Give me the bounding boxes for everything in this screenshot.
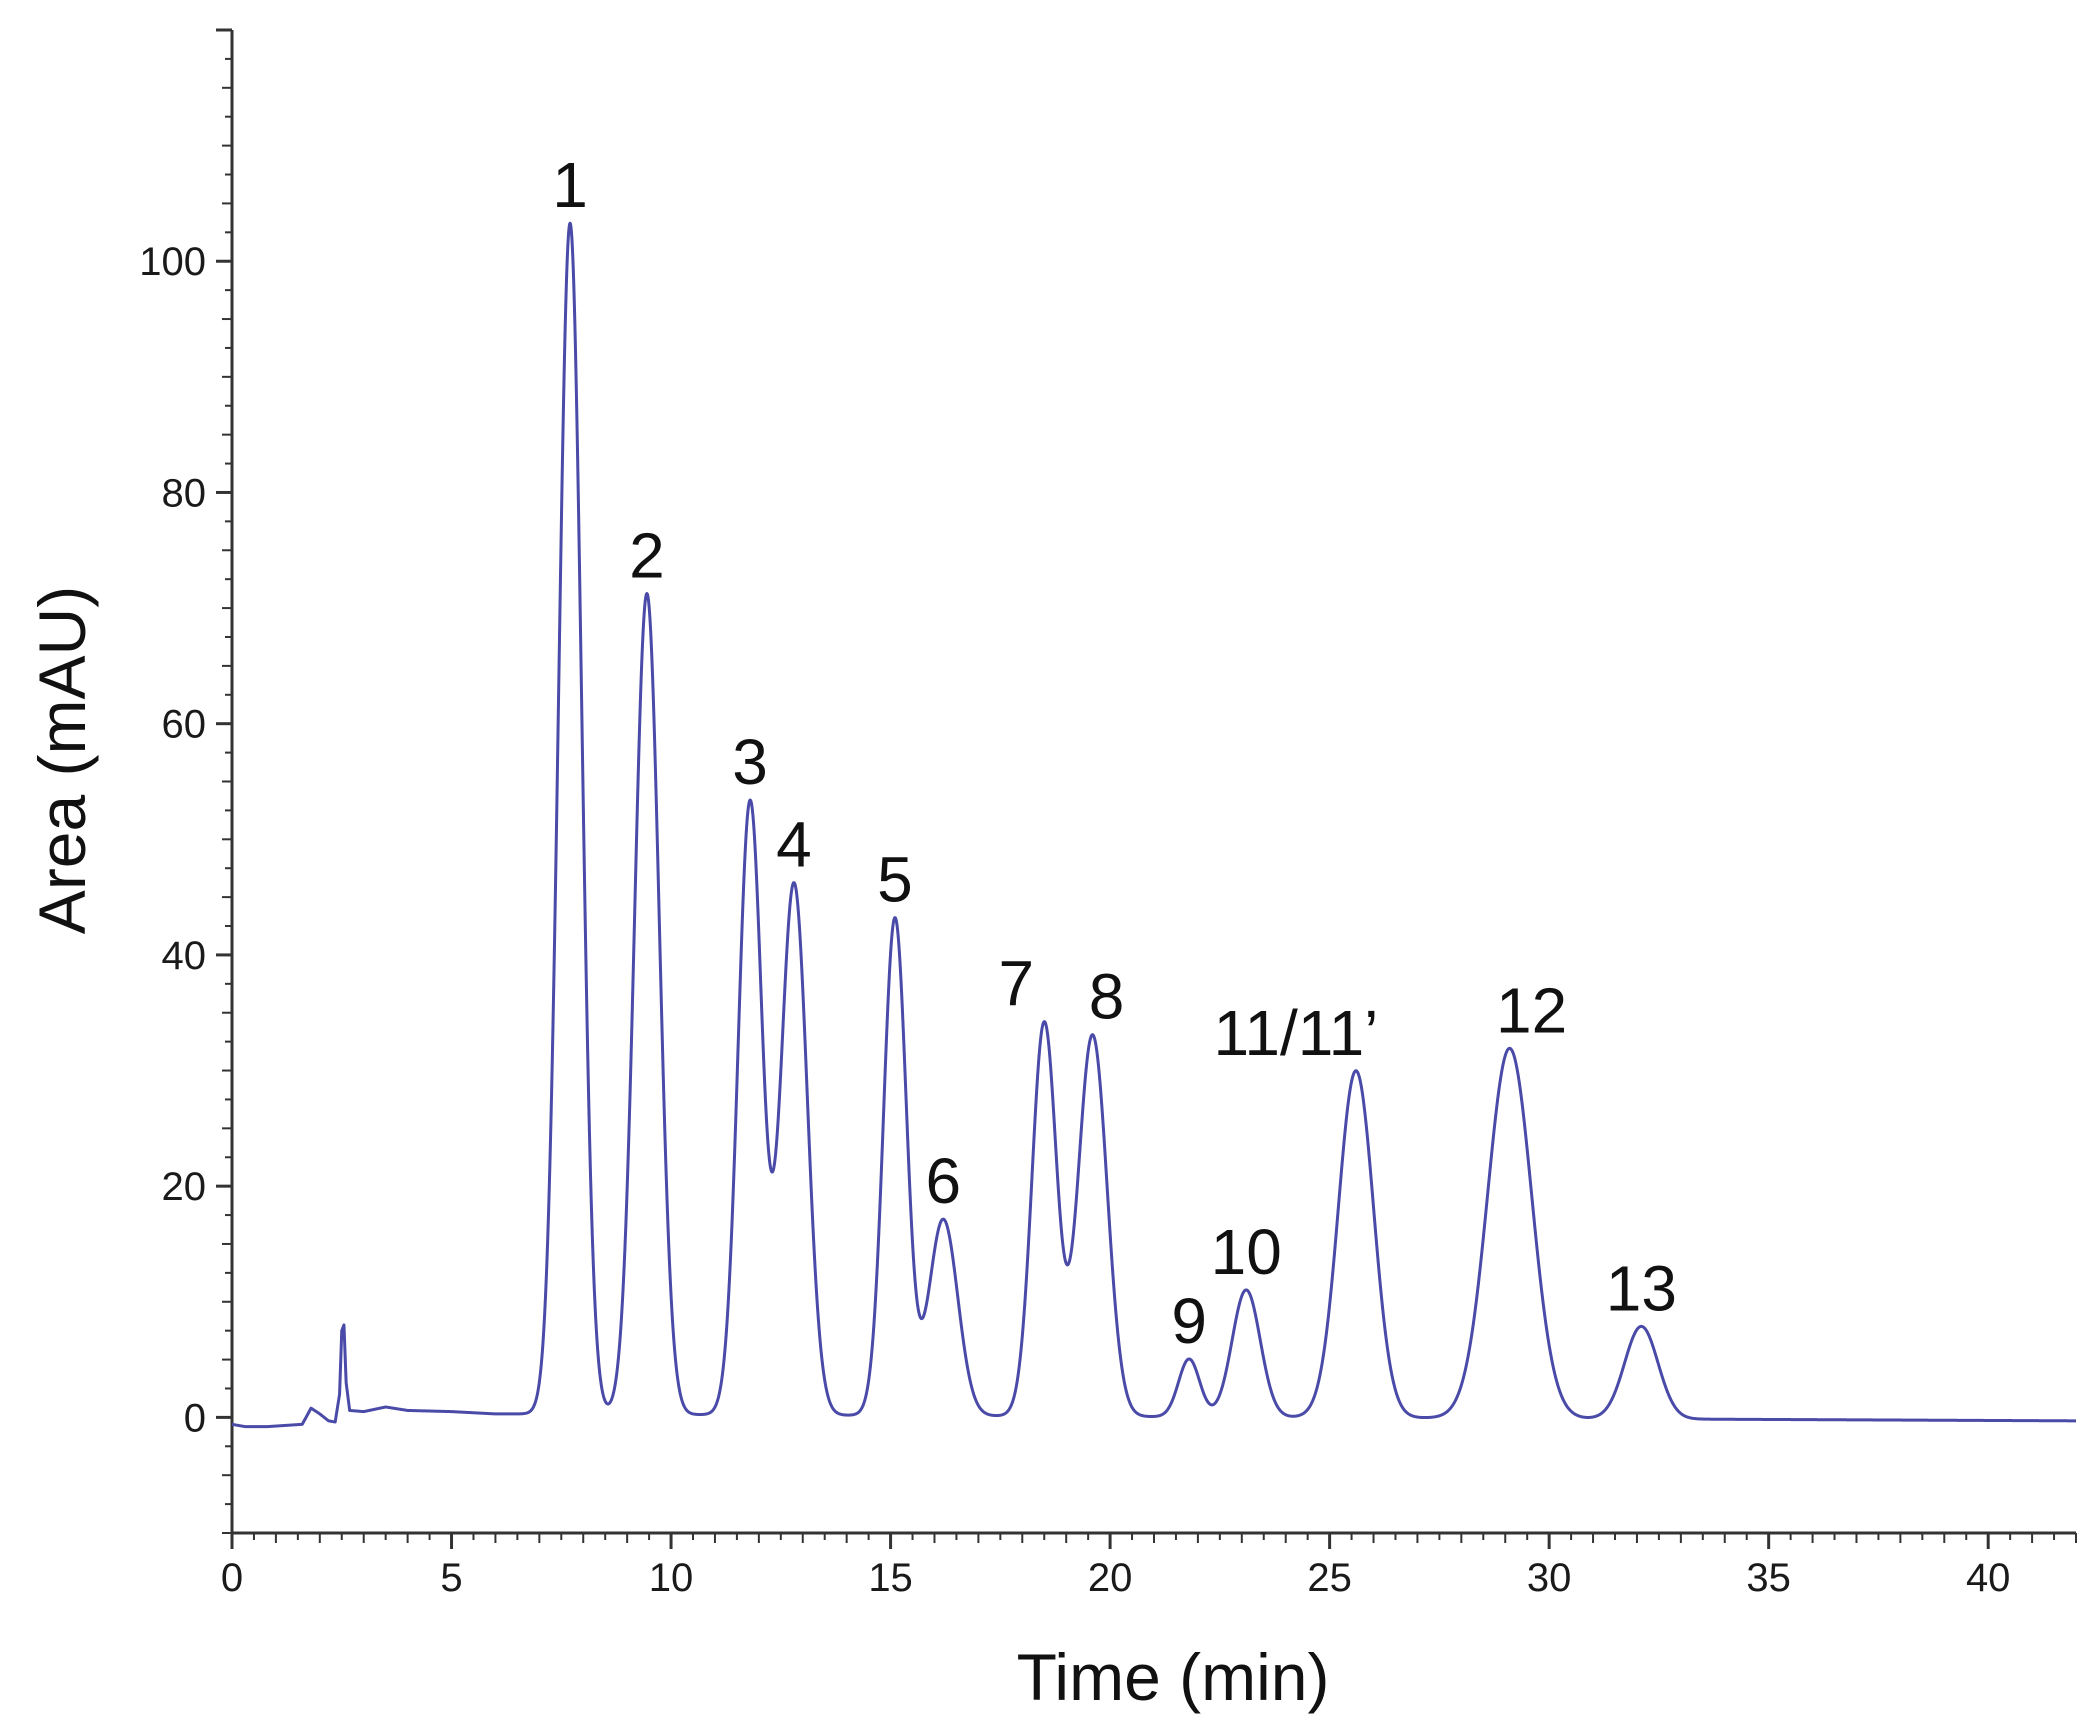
y-tick-label: 0: [184, 1396, 206, 1440]
peak-label: 13: [1606, 1252, 1677, 1324]
peak-label: 4: [776, 809, 812, 881]
y-tick-label: 20: [162, 1165, 207, 1209]
x-tick-label: 40: [1966, 1556, 2011, 1600]
x-tick-label: 10: [649, 1556, 694, 1600]
y-tick-label: 60: [162, 703, 207, 747]
x-tick-label: 25: [1307, 1556, 1352, 1600]
x-tick-label: 5: [440, 1556, 462, 1600]
peak-label: 12: [1496, 974, 1567, 1046]
x-tick-label: 30: [1527, 1556, 1572, 1600]
y-tick-label: 80: [162, 471, 207, 515]
peak-label: 1: [552, 149, 588, 221]
chromatogram-trace: [230, 221, 2078, 1429]
y-tick-label: 40: [162, 934, 207, 978]
y-tick-label: 100: [139, 240, 206, 284]
peak-label: 8: [1089, 961, 1125, 1033]
peak-label: 11/11’: [1214, 997, 1379, 1069]
x-tick-label: 35: [1746, 1556, 1791, 1600]
peak-label: 7: [998, 948, 1034, 1020]
peak-label: 9: [1171, 1285, 1207, 1357]
peak-label: 5: [877, 844, 913, 916]
trace-layer: [230, 221, 2078, 1429]
x-tick-label: 15: [868, 1556, 913, 1600]
peak-label: 6: [925, 1145, 961, 1217]
peak-label: 3: [732, 726, 768, 798]
x-tick-label: 20: [1088, 1556, 1133, 1600]
peak-label: 2: [629, 520, 665, 592]
x-axis-title: Time (min): [1017, 1640, 1330, 1714]
peak-label: 10: [1211, 1216, 1282, 1288]
x-tick-label: 0: [221, 1556, 243, 1600]
y-axis-title: Area (mAU): [25, 586, 99, 934]
